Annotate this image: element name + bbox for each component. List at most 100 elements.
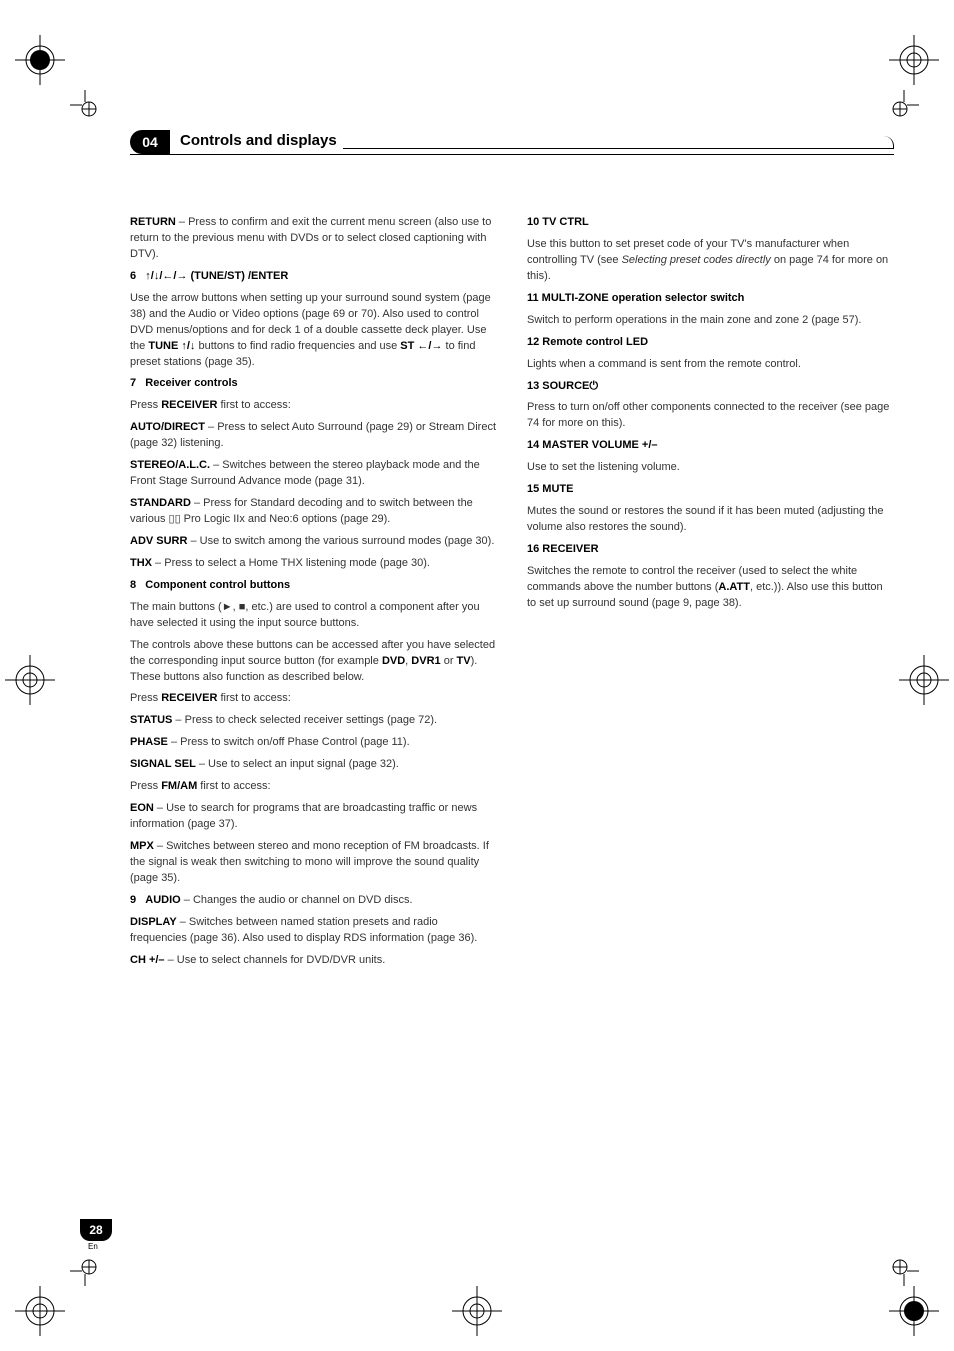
ch-item: CH +/– – Use to select channels for DVD/… bbox=[130, 953, 497, 969]
auto-direct-label: AUTO/DIRECT bbox=[130, 421, 205, 433]
press2: Press bbox=[130, 780, 161, 792]
item-7-num: 7 bbox=[130, 377, 136, 389]
tune-label: TUNE ↑/↓ bbox=[148, 340, 195, 352]
signal-text: – Use to select an input signal (page 32… bbox=[196, 758, 399, 770]
reg-mark-top-right bbox=[889, 35, 939, 85]
return-text: – Press to confirm and exit the current … bbox=[130, 216, 491, 260]
section-header: 04 Controls and displays bbox=[130, 130, 894, 155]
item-6-num: 6 bbox=[130, 270, 136, 282]
item-9: 9 AUDIO – Changes the audio or channel o… bbox=[130, 893, 497, 909]
access2: first to access: bbox=[197, 780, 270, 792]
adv-surr-text: – Use to switch among the various surrou… bbox=[187, 535, 494, 547]
display-item: DISPLAY – Switches between named station… bbox=[130, 915, 497, 947]
status-item: STATUS – Press to check selected receive… bbox=[130, 713, 497, 729]
status-label: STATUS bbox=[130, 714, 172, 726]
auto-direct-item: AUTO/DIRECT – Press to select Auto Surro… bbox=[130, 420, 497, 452]
item-14-heading: 14 MASTER VOLUME +/– bbox=[527, 438, 894, 454]
crop-top-left bbox=[70, 90, 100, 120]
adv-surr-item: ADV SURR – Use to switch among the vario… bbox=[130, 534, 497, 550]
return-item: RETURN – Press to confirm and exit the c… bbox=[130, 215, 497, 263]
standard-label: STANDARD bbox=[130, 497, 191, 509]
crop-bottom-right bbox=[889, 1256, 919, 1286]
item-13-body: Press to turn on/off other components co… bbox=[527, 400, 894, 432]
item-8-p2: The controls above these buttons can be … bbox=[130, 638, 497, 686]
item-10-heading: 10 TV CTRL bbox=[527, 215, 894, 231]
reg-mark-bottom-center bbox=[452, 1286, 502, 1336]
thx-label: THX bbox=[130, 557, 152, 569]
header-rule bbox=[343, 136, 894, 149]
phase-text: – Press to switch on/off Phase Control (… bbox=[168, 736, 410, 748]
signal-item: SIGNAL SEL – Use to select an input sign… bbox=[130, 757, 497, 773]
dvr1-label: DVR1 bbox=[411, 655, 440, 667]
aatt-label: A.ATT bbox=[718, 581, 750, 593]
stereo-label: STEREO/A.L.C. bbox=[130, 459, 210, 471]
audio-text: – Changes the audio or channel on DVD di… bbox=[181, 894, 413, 906]
item-6-heading: 6 ↑/↓/←/→ (TUNE/ST) /ENTER bbox=[130, 269, 497, 285]
signal-label: SIGNAL SEL bbox=[130, 758, 196, 770]
or-text: or bbox=[441, 655, 457, 667]
receiver-label: RECEIVER bbox=[161, 399, 217, 411]
stereo-item: STEREO/A.L.C. – Switches between the ste… bbox=[130, 458, 497, 490]
eon-label: EON bbox=[130, 802, 154, 814]
reg-mark-bottom-right bbox=[889, 1286, 939, 1336]
reg-mark-left bbox=[5, 655, 55, 705]
crop-bottom-left bbox=[70, 1256, 100, 1286]
item-8-p1: The main buttons (►, ■, etc.) are used t… bbox=[130, 600, 497, 632]
phase-item: PHASE – Press to switch on/off Phase Con… bbox=[130, 735, 497, 751]
item-7-title: Receiver controls bbox=[145, 377, 237, 389]
item-8-press1: Press RECEIVER first to access: bbox=[130, 691, 497, 707]
reg-mark-top-left bbox=[15, 35, 65, 85]
item-10-body: Use this button to set preset code of yo… bbox=[527, 237, 894, 285]
right-column: 10 TV CTRL Use this button to set preset… bbox=[527, 215, 894, 975]
item-8-press2: Press FM/AM first to access: bbox=[130, 779, 497, 795]
standard-item: STANDARD – Press for Standard decoding a… bbox=[130, 496, 497, 528]
tv-label: TV bbox=[457, 655, 471, 667]
item-14-body: Use to set the listening volume. bbox=[527, 460, 894, 476]
mpx-label: MPX bbox=[130, 840, 154, 852]
eon-item: EON – Use to search for programs that ar… bbox=[130, 801, 497, 833]
item-11-body: Switch to perform operations in the main… bbox=[527, 313, 894, 329]
crop-top-right bbox=[889, 90, 919, 120]
access1: first to access: bbox=[217, 692, 290, 704]
press-text: Press bbox=[130, 399, 161, 411]
item-8-num: 8 bbox=[130, 579, 136, 591]
thx-text: – Press to select a Home THX listening m… bbox=[152, 557, 430, 569]
item-12-heading: 12 Remote control LED bbox=[527, 335, 894, 351]
eon-text: – Use to search for programs that are br… bbox=[130, 802, 477, 830]
item-13-heading: 13 SOURCE⏻ bbox=[527, 379, 894, 395]
reg-mark-right bbox=[899, 655, 949, 705]
content-columns: RETURN – Press to confirm and exit the c… bbox=[130, 215, 894, 975]
audio-label: AUDIO bbox=[145, 894, 180, 906]
fmam-label: FM/AM bbox=[161, 780, 197, 792]
item-15-heading: 15 MUTE bbox=[527, 482, 894, 498]
access-text: first to access: bbox=[217, 399, 290, 411]
i10-italic: Selecting preset codes directly bbox=[622, 254, 771, 266]
thx-item: THX – Press to select a Home THX listeni… bbox=[130, 556, 497, 572]
display-text: – Switches between named station presets… bbox=[130, 916, 477, 944]
status-text: – Press to check selected receiver setti… bbox=[172, 714, 437, 726]
page-lang: En bbox=[88, 1242, 98, 1251]
display-label: DISPLAY bbox=[130, 916, 177, 928]
mpx-text: – Switches between stereo and mono recep… bbox=[130, 840, 489, 884]
item-6-p2: buttons to find radio frequencies and us… bbox=[195, 340, 400, 352]
phase-label: PHASE bbox=[130, 736, 168, 748]
ch-text: – Use to select channels for DVD/DVR uni… bbox=[165, 954, 386, 966]
mpx-item: MPX – Switches between stereo and mono r… bbox=[130, 839, 497, 887]
ch-label: CH +/– bbox=[130, 954, 165, 966]
item-12-body: Lights when a command is sent from the r… bbox=[527, 357, 894, 373]
item-16-heading: 16 RECEIVER bbox=[527, 542, 894, 558]
reg-mark-bottom-left bbox=[15, 1286, 65, 1336]
left-column: RETURN – Press to confirm and exit the c… bbox=[130, 215, 497, 975]
adv-surr-label: ADV SURR bbox=[130, 535, 187, 547]
st-label: ST ←/→ bbox=[400, 340, 442, 352]
item-15-body: Mutes the sound or restores the sound if… bbox=[527, 504, 894, 536]
item-8-heading: 8 Component control buttons bbox=[130, 578, 497, 594]
item-7-press: Press RECEIVER first to access: bbox=[130, 398, 497, 414]
page-number: 28 bbox=[80, 1219, 112, 1241]
item-7-heading: 7 Receiver controls bbox=[130, 376, 497, 392]
dvd-label: DVD bbox=[382, 655, 405, 667]
item-9-num: 9 bbox=[130, 894, 136, 906]
item-6-arrows: ↑/↓/←/→ (TUNE/ST) /ENTER bbox=[145, 270, 288, 282]
receiver2-label: RECEIVER bbox=[161, 692, 217, 704]
return-label: RETURN bbox=[130, 216, 176, 228]
